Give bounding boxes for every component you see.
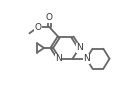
Text: N: N: [55, 54, 62, 63]
Text: N: N: [76, 43, 83, 52]
Text: O: O: [34, 23, 41, 32]
Text: O: O: [46, 13, 53, 22]
Text: N: N: [83, 54, 90, 63]
